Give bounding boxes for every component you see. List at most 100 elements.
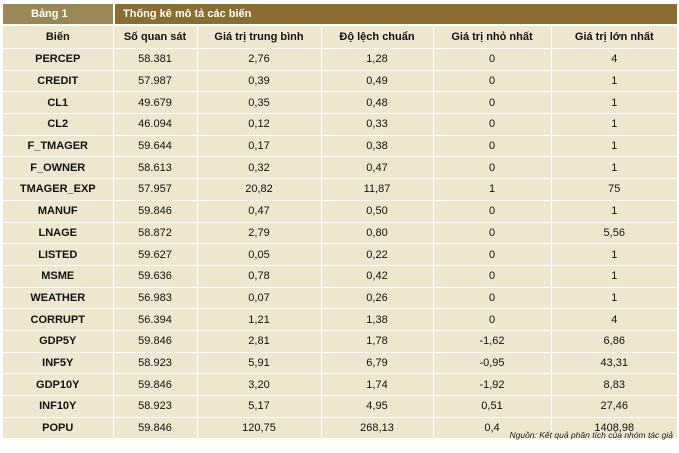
value-cell: 59.846 [113, 373, 198, 396]
variable-name-cell: INF5Y [3, 352, 114, 375]
value-cell: 56.983 [113, 287, 198, 310]
column-header: Số quan sát [113, 26, 198, 49]
value-cell: 58.613 [113, 156, 198, 180]
value-cell: 0,12 [197, 113, 322, 136]
table-title-bar: Bảng 1 Thống kê mô tả các biến [3, 4, 677, 24]
variable-name-cell: LNAGE [3, 222, 114, 245]
variable-name-cell: TMAGER_EXP [3, 178, 114, 201]
source-note: Nguồn: Kết quả phân tích của nhóm tác gi… [509, 430, 673, 440]
variable-name-cell: CORRUPT [3, 308, 114, 331]
value-cell: 8,83 [551, 373, 677, 396]
descriptive-stats-table: Biến Số quan sát Giá trị trung bình Độ lệch… [3, 26, 677, 440]
value-cell: 56.394 [113, 308, 198, 331]
table-row: CL1 49.679 0,35 0,48 0 1 [3, 91, 677, 115]
variable-name-cell: PERCEP [3, 48, 114, 71]
value-cell: 0 [433, 91, 552, 115]
value-cell: 0 [433, 265, 552, 288]
table-row: MANUF 59.846 0,47 0,50 0 1 [3, 200, 677, 223]
value-cell: 1,38 [321, 308, 434, 331]
value-cell: 59.846 [113, 417, 198, 440]
value-cell: 57.957 [113, 178, 198, 201]
value-cell: 0,05 [197, 243, 322, 266]
value-cell: 1 [551, 243, 677, 266]
table-title: Thống kê mô tả các biến [115, 4, 677, 24]
value-cell: 0,49 [321, 70, 434, 93]
value-cell: 59.846 [113, 200, 198, 223]
value-cell: 0 [433, 135, 552, 158]
variable-name-cell: MANUF [3, 200, 114, 223]
value-cell: 0,35 [197, 91, 322, 115]
value-cell: 0,39 [197, 70, 322, 93]
column-header: Giá trị nhỏ nhất [433, 26, 552, 49]
value-cell: 1 [551, 200, 677, 223]
value-cell: 59.627 [113, 243, 198, 266]
value-cell: -0,95 [433, 352, 552, 375]
value-cell: 1,74 [321, 373, 434, 396]
value-cell: 3,20 [197, 373, 322, 396]
value-cell: -1,62 [433, 330, 552, 353]
value-cell: 0,32 [197, 156, 322, 180]
value-cell: 20,82 [197, 178, 322, 201]
table-row: F_OWNER 58.613 0,32 0,47 0 1 [3, 156, 677, 180]
value-cell: 1,78 [321, 330, 434, 353]
value-cell: 0,50 [321, 200, 434, 223]
column-header: Giá trị lớn nhất [551, 26, 677, 49]
value-cell: 0,22 [321, 243, 434, 266]
value-cell: 0,17 [197, 135, 322, 158]
table-row: INF5Y 58.923 5,91 6,79 -0,95 43,31 [3, 352, 677, 375]
value-cell: 59.846 [113, 330, 198, 353]
variable-name-cell: GDP10Y [3, 373, 114, 396]
value-cell: 1 [551, 113, 677, 136]
value-cell: 0,48 [321, 91, 434, 115]
value-cell: 0 [433, 48, 552, 71]
value-cell: 0 [433, 113, 552, 136]
column-header: Biến [3, 26, 114, 49]
value-cell: 0,80 [321, 222, 434, 245]
variable-name-cell: LISTED [3, 243, 114, 266]
value-cell: 1 [551, 265, 677, 288]
value-cell: 0,33 [321, 113, 434, 136]
table-row: CREDIT 57.987 0,39 0,49 0 1 [3, 70, 677, 93]
value-cell: 0 [433, 222, 552, 245]
variable-name-cell: WEATHER [3, 287, 114, 310]
table-row: CORRUPT 56.394 1,21 1,38 0 4 [3, 308, 677, 331]
value-cell: 2,79 [197, 222, 322, 245]
value-cell: 6,86 [551, 330, 677, 353]
value-cell: 0 [433, 308, 552, 331]
value-cell: 5,56 [551, 222, 677, 245]
table-row: GDP10Y 59.846 3,20 1,74 -1,92 8,83 [3, 373, 677, 396]
value-cell: 2,81 [197, 330, 322, 353]
column-header: Giá trị trung bình [197, 26, 322, 49]
table-row: WEATHER 56.983 0,07 0,26 0 1 [3, 287, 677, 310]
value-cell: 27,46 [551, 395, 677, 418]
value-cell: 4 [551, 48, 677, 71]
value-cell: 0,07 [197, 287, 322, 310]
variable-name-cell: F_TMAGER [3, 135, 114, 158]
column-header: Độ lệch chuẩn [321, 26, 434, 49]
table-row: LISTED 59.627 0,05 0,22 0 1 [3, 243, 677, 266]
value-cell: 1 [551, 287, 677, 310]
value-cell: 1 [551, 70, 677, 93]
value-cell: 0 [433, 243, 552, 266]
value-cell: 4 [551, 308, 677, 331]
variable-name-cell: CREDIT [3, 70, 114, 93]
table-row: GDP5Y 59.846 2,81 1,78 -1,62 6,86 [3, 330, 677, 353]
value-cell: 5,17 [197, 395, 322, 418]
value-cell: 1 [551, 156, 677, 180]
value-cell: 49.679 [113, 91, 198, 115]
table-row: INF10Y 58.923 5,17 4,95 0,51 27,46 [3, 395, 677, 418]
value-cell: 59.636 [113, 265, 198, 288]
value-cell: 0,47 [197, 200, 322, 223]
value-cell: 2,76 [197, 48, 322, 71]
value-cell: 1 [433, 178, 552, 201]
table-body: PERCEP 58.381 2,76 1,28 0 4 CREDIT 57.987 0,39 0,… [3, 48, 677, 440]
value-cell: 0 [433, 200, 552, 223]
value-cell: 11,87 [321, 178, 434, 201]
variable-name-cell: CL1 [3, 91, 114, 115]
variable-name-cell: INF10Y [3, 395, 114, 418]
value-cell: 46.094 [113, 113, 198, 136]
table-row: TMAGER_EXP 57.957 20,82 11,87 1 75 [3, 178, 677, 201]
table-label: Bảng 1 [3, 4, 113, 24]
table-header-row: Biến Số quan sát Giá trị trung bình Độ lệch… [3, 26, 677, 49]
value-cell: -1,92 [433, 373, 552, 396]
